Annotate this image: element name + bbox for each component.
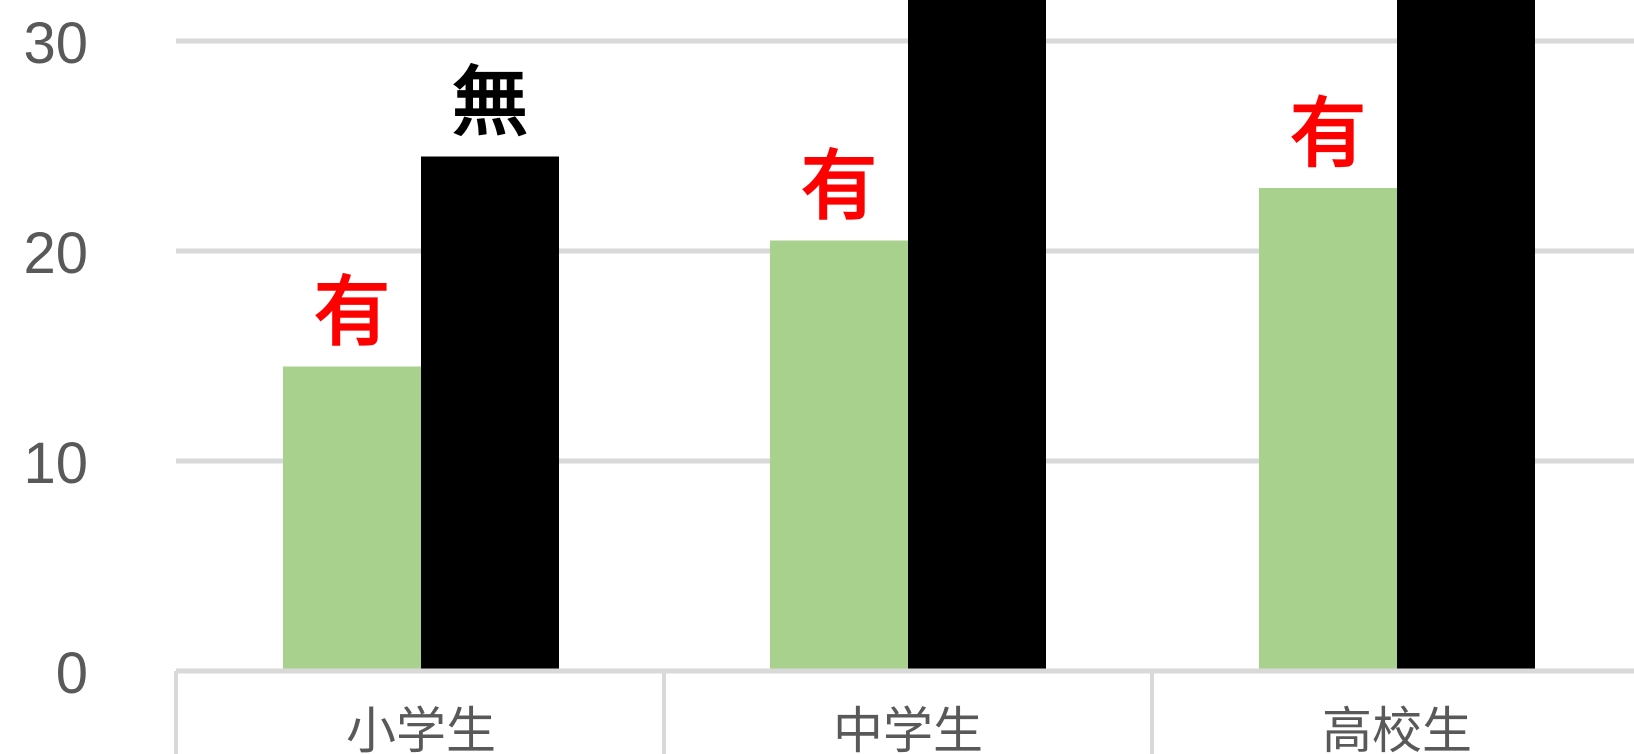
bar: [1397, 0, 1535, 671]
bar: [283, 366, 421, 671]
y-tick-label: 30: [23, 11, 88, 76]
bar: [908, 0, 1046, 671]
bar: [770, 240, 908, 671]
x-category-label: 中学生: [833, 702, 983, 754]
bar-annotation-label: 有: [1290, 89, 1366, 178]
bar: [421, 156, 559, 671]
bar-annotation-label: 有: [801, 142, 877, 231]
x-category-label: 小学生: [346, 702, 496, 754]
y-tick-label: 10: [23, 431, 88, 496]
y-tick-label: 20: [23, 221, 88, 286]
bars: [283, 0, 1535, 671]
y-tick-label: 0: [56, 641, 88, 706]
y-axis-ticks: 0 10 20 30: [23, 11, 88, 706]
bar-annotation-label: 有: [314, 268, 390, 357]
bar: [1259, 188, 1397, 671]
x-category-label: 高校生: [1322, 702, 1472, 754]
bar-annotation-label: 無: [452, 58, 528, 147]
x-axis: 小学生 中学生 高校生: [174, 668, 1634, 754]
annotation-background: [428, 50, 552, 147]
